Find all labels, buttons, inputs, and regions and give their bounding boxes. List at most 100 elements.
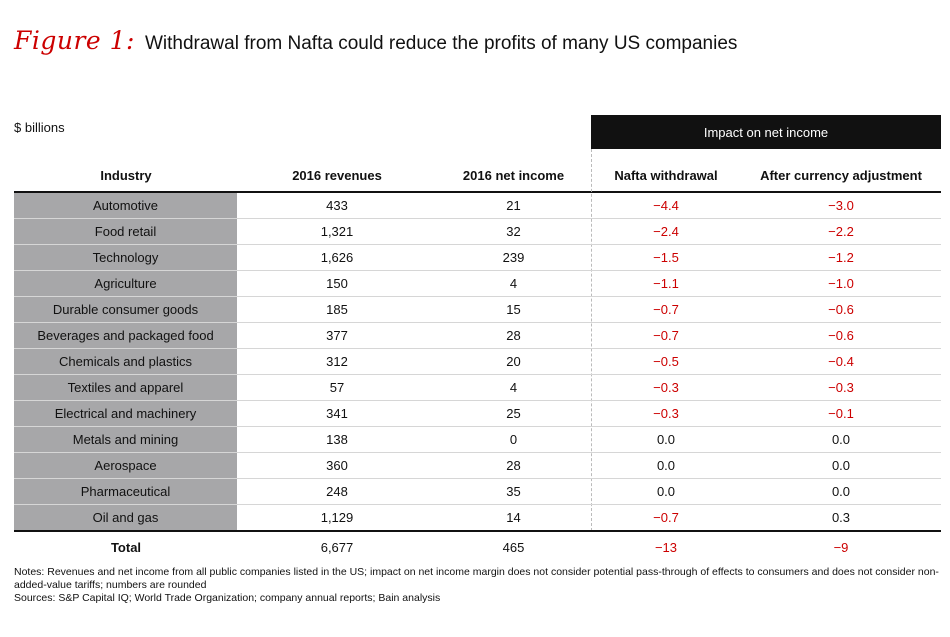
cell-industry: Chemicals and plastics: [14, 349, 238, 374]
col-header-currency-adjustment: After currency adjustment: [760, 168, 922, 183]
cell-revenues: 312: [326, 354, 348, 369]
total-revenues: 6,677: [320, 539, 354, 555]
total-nafta-withdrawal: −13: [654, 539, 678, 555]
cell-net-income: 4: [509, 380, 518, 395]
figure-label: Figure 1:: [14, 26, 135, 55]
cell-currency-adjustment: −0.6: [828, 302, 854, 317]
footnotes: Notes: Revenues and net income from all …: [14, 566, 942, 605]
cell-currency-adjustment: 0.0: [831, 458, 851, 473]
cell-currency-adjustment: −2.2: [828, 224, 854, 239]
header-rule: [14, 191, 941, 193]
cell-net-income: 28: [506, 458, 521, 473]
cell-industry: Oil and gas: [14, 505, 238, 530]
table-row: Metals and mining 138 0 0.0 0.0: [14, 427, 941, 453]
table-row: Aerospace 360 28 0.0 0.0: [14, 453, 941, 479]
cell-currency-adjustment: −0.4: [828, 354, 854, 369]
cell-industry: Durable consumer goods: [14, 297, 238, 322]
table-row: Automotive 433 21 −4.4 −3.0: [14, 193, 941, 219]
cell-industry: Metals and mining: [14, 427, 238, 452]
total-currency-adjustment: −9: [833, 539, 849, 555]
total-rule: [14, 530, 941, 532]
cell-nafta-withdrawal: −0.7: [653, 328, 679, 343]
cell-industry: Food retail: [14, 219, 238, 244]
cell-currency-adjustment: 0.0: [831, 484, 851, 499]
cell-nafta-withdrawal: −2.4: [653, 224, 679, 239]
cell-nafta-withdrawal: 0.0: [656, 458, 676, 473]
cell-currency-adjustment: 0.0: [831, 432, 851, 447]
cell-currency-adjustment: −0.3: [828, 380, 854, 395]
cell-nafta-withdrawal: −4.4: [653, 198, 679, 213]
cell-revenues: 341: [326, 406, 348, 421]
cell-net-income: 20: [506, 354, 521, 369]
cell-industry: Technology: [14, 245, 238, 270]
cell-net-income: 4: [509, 276, 518, 291]
cell-net-income: 35: [506, 484, 521, 499]
cell-industry: Aerospace: [14, 453, 238, 478]
col-header-revenues: 2016 revenues: [292, 168, 382, 183]
cell-nafta-withdrawal: 0.0: [656, 484, 676, 499]
cell-currency-adjustment: −0.6: [828, 328, 854, 343]
cell-currency-adjustment: −1.0: [828, 276, 854, 291]
cell-industry: Electrical and machinery: [14, 401, 238, 426]
cell-net-income: 32: [506, 224, 521, 239]
cell-industry: Pharmaceutical: [14, 479, 238, 504]
cell-currency-adjustment: −1.2: [828, 250, 854, 265]
cell-nafta-withdrawal: −1.1: [653, 276, 679, 291]
cell-industry: Textiles and apparel: [14, 375, 238, 400]
units-label: $ billions: [14, 120, 65, 135]
table-row: Pharmaceutical 248 35 0.0 0.0: [14, 479, 941, 505]
cell-net-income: 0: [509, 432, 518, 447]
cell-revenues: 1,626: [320, 250, 354, 265]
cell-nafta-withdrawal: −0.3: [653, 406, 679, 421]
table-row: Durable consumer goods 185 15 −0.7 −0.6: [14, 297, 941, 323]
cell-revenues: 1,129: [320, 510, 354, 525]
cell-nafta-withdrawal: −0.7: [653, 302, 679, 317]
cell-industry: Beverages and packaged food: [14, 323, 238, 348]
cell-net-income: 25: [506, 406, 521, 421]
cell-revenues: 360: [326, 458, 348, 473]
cell-nafta-withdrawal: −1.5: [653, 250, 679, 265]
cell-net-income: 28: [506, 328, 521, 343]
cell-revenues: 1,321: [320, 224, 354, 239]
cell-revenues: 57: [329, 380, 345, 395]
table-row: Food retail 1,321 32 −2.4 −2.2: [14, 219, 941, 245]
cell-revenues: 150: [326, 276, 348, 291]
cell-nafta-withdrawal: −0.7: [653, 510, 679, 525]
table-row: Technology 1,626 239 −1.5 −1.2: [14, 245, 941, 271]
total-net-income: 465: [502, 539, 525, 555]
cell-net-income: 239: [502, 250, 525, 265]
impact-divider: [591, 149, 592, 531]
col-header-nafta-withdrawal: Nafta withdrawal: [614, 168, 718, 183]
table-row: Electrical and machinery 341 25 −0.3 −0.1: [14, 401, 941, 427]
cell-currency-adjustment: −3.0: [828, 198, 854, 213]
figure-title: Withdrawal from Nafta could reduce the p…: [144, 33, 738, 54]
cell-currency-adjustment: −0.1: [828, 406, 854, 421]
impact-header: Impact on net income: [591, 115, 941, 149]
col-header-industry: Industry: [100, 168, 152, 183]
cell-net-income: 14: [506, 510, 521, 525]
cell-revenues: 377: [326, 328, 348, 343]
cell-currency-adjustment: 0.3: [831, 510, 851, 525]
table-row: Textiles and apparel 57 4 −0.3 −0.3: [14, 375, 941, 401]
cell-nafta-withdrawal: −0.5: [653, 354, 679, 369]
cell-revenues: 138: [326, 432, 348, 447]
table-body: Automotive 433 21 −4.4 −3.0 Food retail 1,321 3…: [14, 193, 941, 531]
total-label: Total: [110, 539, 142, 555]
sources-text: Sources: S&P Capital IQ; World Trade Org…: [14, 592, 441, 604]
cell-nafta-withdrawal: −0.3: [653, 380, 679, 395]
figure-title-row: Figure 1: Withdrawal from Nafta could re…: [14, 26, 737, 55]
total-row: Total 6,677 465 −13 −9: [14, 533, 941, 561]
cell-revenues: 248: [326, 484, 348, 499]
cell-industry: Automotive: [14, 193, 238, 218]
table-row: Agriculture 150 4 −1.1 −1.0: [14, 271, 941, 297]
table-row: Chemicals and plastics 312 20 −0.5 −0.4: [14, 349, 941, 375]
table-row: Oil and gas 1,129 14 −0.7 0.3: [14, 505, 941, 531]
cell-nafta-withdrawal: 0.0: [656, 432, 676, 447]
cell-net-income: 15: [506, 302, 521, 317]
col-header-net-income: 2016 net income: [462, 168, 565, 183]
table-row: Beverages and packaged food 377 28 −0.7 −0.6: [14, 323, 941, 349]
cell-industry: Agriculture: [14, 271, 238, 296]
cell-revenues: 433: [326, 198, 348, 213]
cell-net-income: 21: [506, 198, 521, 213]
notes-text: Notes: Revenues and net income from all …: [14, 566, 939, 591]
